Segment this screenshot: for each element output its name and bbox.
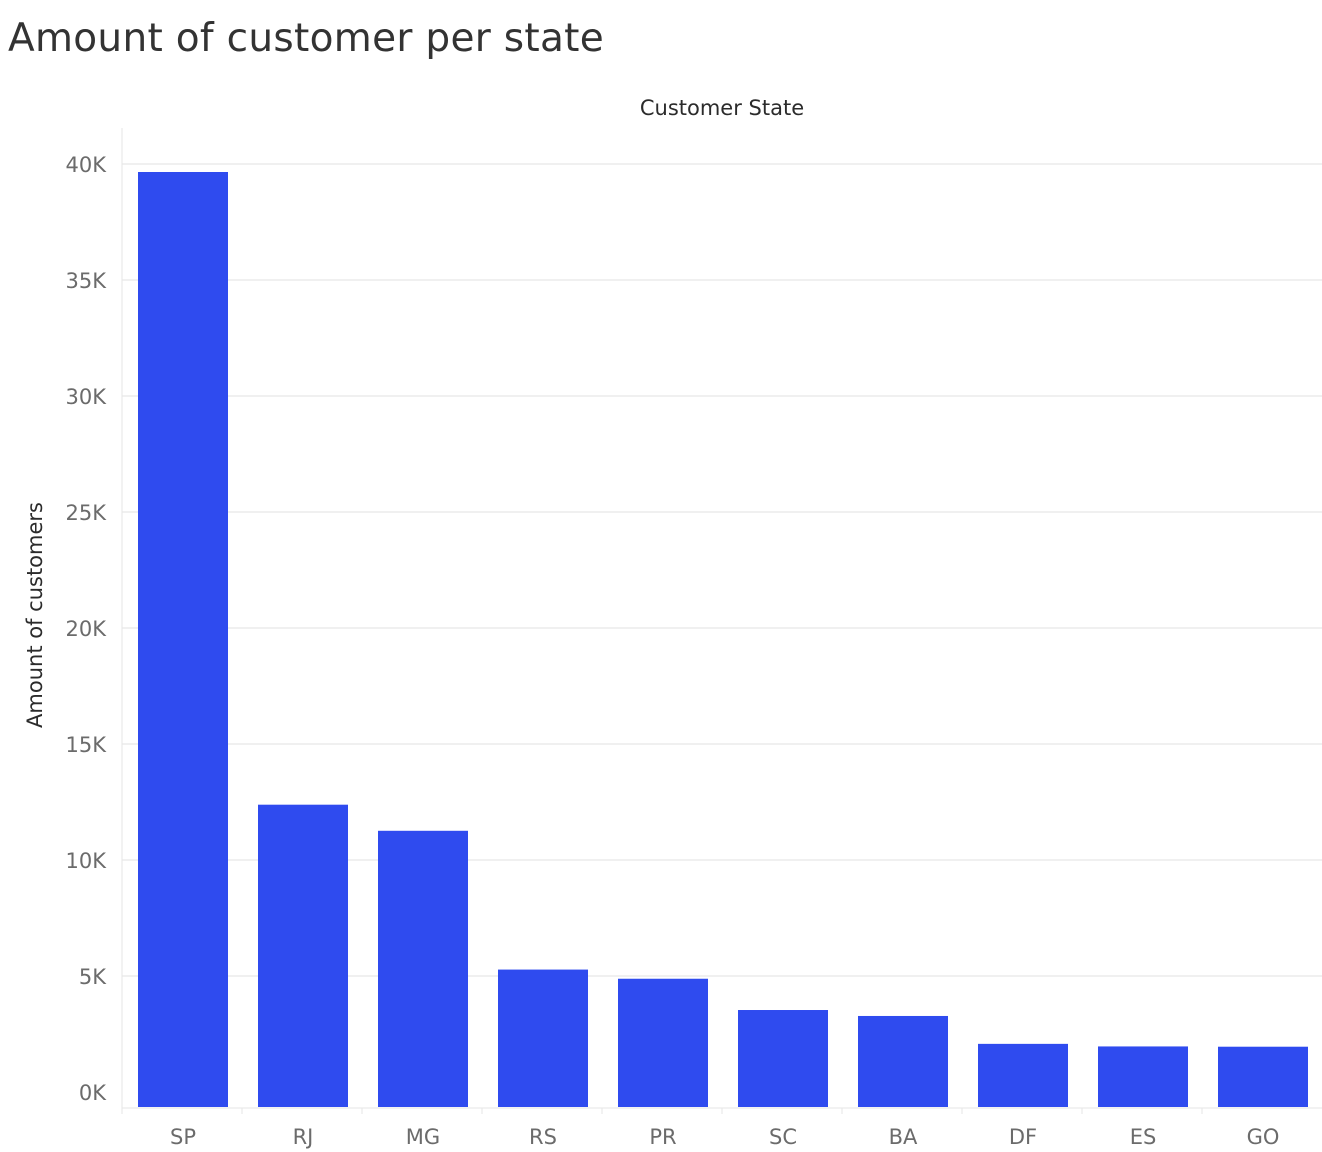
chart-title: Amount of customer per state — [8, 16, 605, 61]
y-tick-label: 10K — [66, 849, 108, 873]
y-tick-label: 20K — [66, 617, 108, 641]
bars — [138, 172, 1308, 1107]
bar-sp — [138, 172, 228, 1107]
y-tick-label: 5K — [79, 965, 107, 989]
x-tick-label: DF — [1009, 1125, 1037, 1149]
bar-sc — [738, 1010, 828, 1107]
x-tick-label: SC — [769, 1125, 797, 1149]
x-tick-label: PR — [649, 1125, 676, 1149]
x-tick-label: GO — [1247, 1125, 1280, 1149]
y-tick-label: 30K — [66, 385, 108, 409]
y-tick-label: 35K — [66, 269, 108, 293]
bar-ba — [858, 1015, 948, 1107]
x-tick-label: RS — [529, 1125, 557, 1149]
bar-go — [1218, 1046, 1308, 1107]
bar-es — [1098, 1046, 1188, 1107]
y-tick-label: 15K — [66, 733, 108, 757]
y-tick-label: 25K — [66, 501, 108, 525]
x-tick-label: SP — [170, 1125, 196, 1149]
x-axis-title: Customer State — [640, 96, 804, 120]
x-tick-labels: SP RJ MG RS PR SC BA DF ES GO — [121, 1108, 1280, 1149]
bar-df — [978, 1043, 1068, 1107]
bar-mg — [378, 830, 468, 1107]
x-tick-label: MG — [406, 1125, 440, 1149]
y-tick-labels: 0K 5K 10K 15K 20K 25K 30K 35K 40K — [66, 153, 108, 1105]
y-tick-label: 0K — [79, 1081, 107, 1105]
y-tick-label: 40K — [66, 153, 108, 177]
bar-rj — [258, 804, 348, 1107]
x-tick-label: ES — [1130, 1125, 1157, 1149]
bar-pr — [618, 978, 708, 1107]
y-axis-title: Amount of customers — [23, 502, 47, 728]
x-tick-label: BA — [889, 1125, 918, 1149]
x-tick-label: RJ — [293, 1125, 314, 1149]
bar-rs — [498, 969, 588, 1107]
